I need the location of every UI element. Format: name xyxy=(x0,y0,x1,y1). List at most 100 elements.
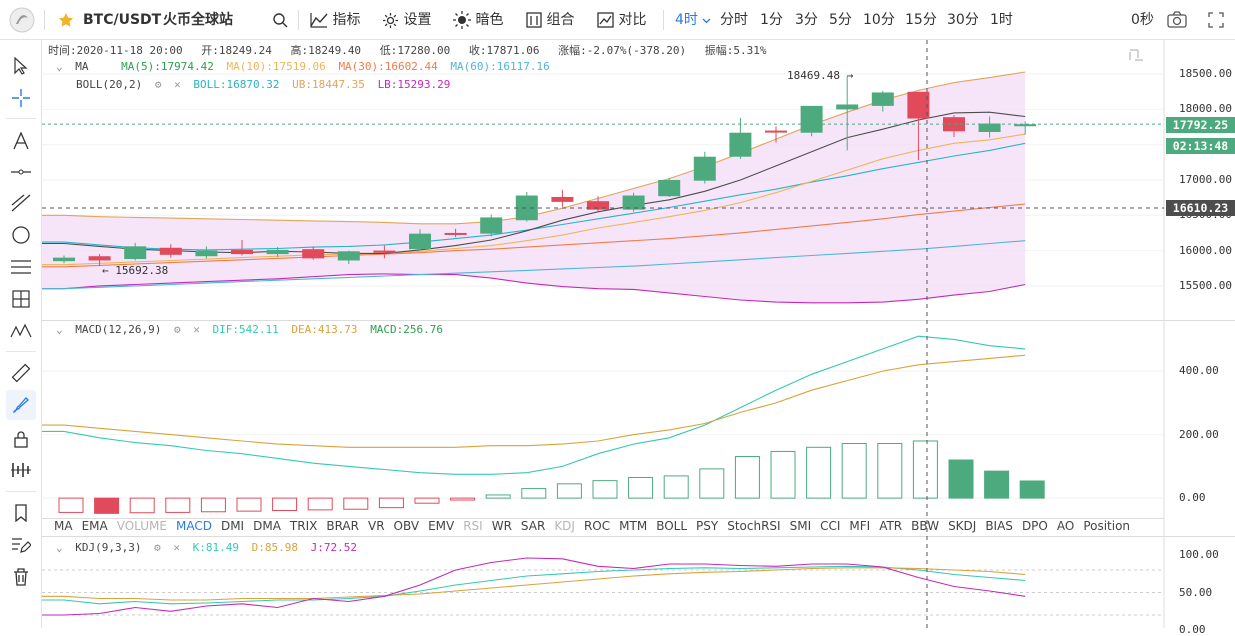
indicator-tab-cci[interactable]: CCI xyxy=(820,519,841,533)
collapse-chevron-icon[interactable]: ⌄ xyxy=(56,60,63,73)
measure-box-icon[interactable] xyxy=(6,284,36,314)
boll-name[interactable]: BOLL(20,2) xyxy=(76,78,143,91)
ruler-icon[interactable] xyxy=(6,358,36,388)
indicator-tab-dpo[interactable]: DPO xyxy=(1021,519,1048,533)
indicator-tab-rsi[interactable]: RSI xyxy=(463,519,483,533)
macd-histogram-bar xyxy=(628,476,654,499)
edit-list-icon[interactable] xyxy=(6,530,36,560)
interval-dropdown[interactable]: 4时 xyxy=(675,0,711,40)
interval-2[interactable]: 3分 xyxy=(795,12,818,28)
ma-name[interactable]: MA xyxy=(75,60,89,73)
interval-6[interactable]: 30分 xyxy=(947,12,979,28)
macd-histogram-bar xyxy=(378,497,404,509)
low-price-marker: ← 15692.38 xyxy=(102,264,169,277)
candle-body xyxy=(1014,124,1037,127)
drawing-toolbar xyxy=(0,40,42,628)
indicator-tab-atr[interactable]: ATR xyxy=(879,519,903,533)
symbol-name[interactable]: BTC/USDT xyxy=(83,12,162,28)
indicator-tab-position[interactable]: Position xyxy=(1083,519,1131,533)
kdj-axis-label: 50.00 xyxy=(1179,585,1213,599)
horizontal-line-icon[interactable] xyxy=(6,157,36,187)
circle-tool-icon[interactable] xyxy=(6,220,36,250)
camera-icon[interactable] xyxy=(1167,0,1187,40)
exchange-name[interactable]: 火币全球站 xyxy=(163,12,233,28)
symbol-search-icon[interactable] xyxy=(272,0,288,40)
macd-axis-label: 400.00 xyxy=(1179,364,1219,378)
kdj-k-line xyxy=(42,565,1026,605)
change-label: 涨幅: xyxy=(558,44,587,57)
indicator-tab-emv[interactable]: EMV xyxy=(428,519,455,533)
indicator-tab-vr[interactable]: VR xyxy=(367,519,385,533)
pattern-wave-icon[interactable] xyxy=(6,316,36,346)
macd-histogram-bar xyxy=(272,497,298,512)
close-icon[interactable]: ✕ xyxy=(174,78,181,91)
interval-7[interactable]: 1时 xyxy=(990,12,1013,28)
fullscreen-icon[interactable] xyxy=(1208,0,1224,40)
indicator-tab-wr[interactable]: WR xyxy=(491,519,512,533)
bookmark-icon[interactable] xyxy=(6,498,36,528)
close-icon[interactable]: ✕ xyxy=(173,541,180,554)
macd-histogram-bar xyxy=(699,468,725,499)
indicators-button[interactable]: 指标 xyxy=(310,0,360,40)
trash-icon[interactable] xyxy=(6,562,36,592)
interval-5[interactable]: 15分 xyxy=(905,12,937,28)
chart-canvas[interactable] xyxy=(42,40,1235,628)
indicator-tab-trix[interactable]: TRIX xyxy=(289,519,318,533)
interval-1[interactable]: 1分 xyxy=(760,12,783,28)
macd-name[interactable]: MACD(12,26,9) xyxy=(75,323,162,336)
indicator-tab-obv[interactable]: OBV xyxy=(393,519,420,533)
macd-histogram-bar xyxy=(663,475,689,499)
fib-levels-icon[interactable] xyxy=(6,252,36,282)
interval-0[interactable]: 分时 xyxy=(720,12,748,28)
indicator-tab-kdj[interactable]: KDJ xyxy=(554,519,575,533)
indicator-tab-ema[interactable]: EMA xyxy=(81,519,108,533)
compare-button[interactable]: 对比 xyxy=(597,0,646,40)
kdj-name[interactable]: KDJ(9,3,3) xyxy=(75,541,142,554)
indicator-tab-stochrsi[interactable]: StochRSI xyxy=(727,519,781,533)
layout-icon xyxy=(526,12,542,28)
brush-icon[interactable] xyxy=(6,390,36,420)
indicator-tab-sar[interactable]: SAR xyxy=(520,519,546,533)
interval-3[interactable]: 5分 xyxy=(829,12,852,28)
indicator-tab-mtm[interactable]: MTM xyxy=(619,519,648,533)
indicator-tab-boll[interactable]: BOLL xyxy=(656,519,688,533)
candle-body xyxy=(53,257,75,262)
collapse-chevron-icon[interactable]: ⌄ xyxy=(56,323,63,336)
indicator-tab-ao[interactable]: AO xyxy=(1056,519,1075,533)
gear-icon[interactable]: ⚙ xyxy=(154,541,161,554)
indicator-tab-bbw[interactable]: BBW xyxy=(911,519,940,533)
favorite-star-icon[interactable] xyxy=(58,0,74,40)
indicator-tab-volume[interactable]: VOLUME xyxy=(116,519,167,533)
interval-4[interactable]: 10分 xyxy=(863,12,895,28)
trend-line-icon[interactable] xyxy=(6,188,36,218)
gear-icon[interactable]: ⚙ xyxy=(173,323,181,336)
indicator-tab-psy[interactable]: PSY xyxy=(696,519,719,533)
boll-value: BOLL:16870.32 xyxy=(193,78,280,91)
cursor-arrow-icon[interactable] xyxy=(6,51,36,81)
combo-button[interactable]: 组合 xyxy=(526,0,574,40)
low-value: 17280.00 xyxy=(397,44,451,57)
bar-countdown-tag: 02:13:48 xyxy=(1166,138,1235,154)
theme-button[interactable]: 暗色 xyxy=(453,0,503,40)
indicator-tab-mfi[interactable]: MFI xyxy=(849,519,871,533)
indicator-tab-dmi[interactable]: DMI xyxy=(220,519,245,533)
close-icon[interactable]: ✕ xyxy=(193,323,200,336)
visibility-bars-icon[interactable] xyxy=(6,455,36,485)
indicator-tab-bias[interactable]: BIAS xyxy=(985,519,1013,533)
candle-body xyxy=(658,180,681,197)
indicator-tab-smi[interactable]: SMI xyxy=(789,519,812,533)
indicator-tab-ma[interactable]: MA xyxy=(54,519,73,533)
collapse-chevron-icon[interactable]: ⌄ xyxy=(56,541,63,554)
indicator-tab-skdj[interactable]: SKDJ xyxy=(948,519,977,533)
settings-button[interactable]: 设置 xyxy=(382,0,431,40)
indicator-tab-roc[interactable]: ROC xyxy=(583,519,611,533)
indicator-tab-brar[interactable]: BRAR xyxy=(326,519,359,533)
gear-icon[interactable]: ⚙ xyxy=(154,78,162,91)
lock-icon[interactable] xyxy=(6,424,36,454)
macd-histogram-bar xyxy=(1019,480,1045,499)
indicator-tab-macd[interactable]: MACD xyxy=(175,519,212,533)
crosshair-icon[interactable] xyxy=(6,83,36,113)
text-tool-icon[interactable] xyxy=(6,126,36,156)
chart-area[interactable]: 时间:2020-11-18 20:00 开:18249.24 高:18249.4… xyxy=(42,40,1235,636)
indicator-tab-dma[interactable]: DMA xyxy=(253,519,281,533)
